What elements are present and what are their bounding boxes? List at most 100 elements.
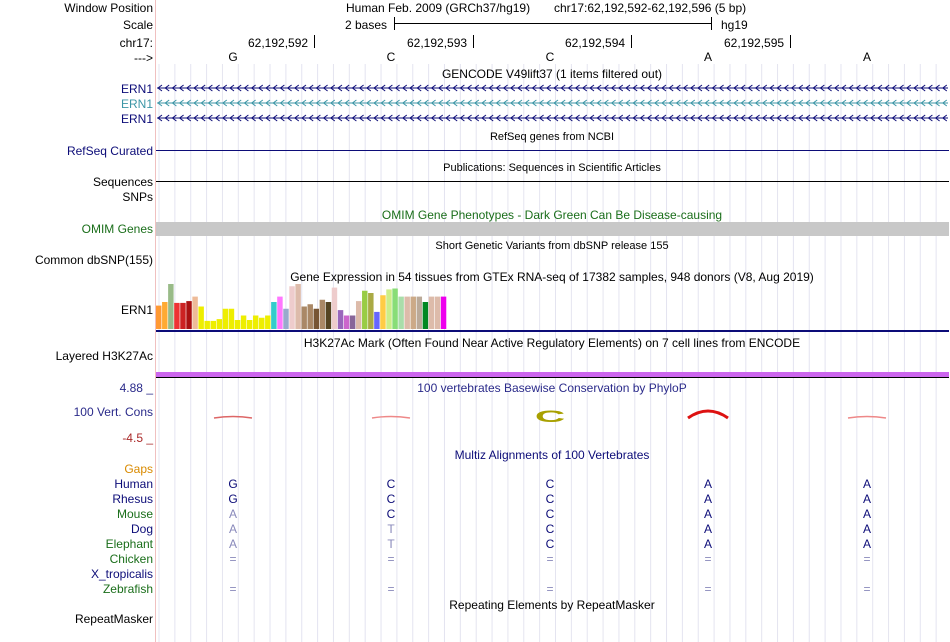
- strand-chevron: [812, 114, 818, 122]
- strand-chevron: [243, 114, 249, 122]
- gtex-tissue-bar: [349, 315, 356, 329]
- omim-label[interactable]: OMIM Genes: [81, 222, 153, 236]
- snps-label[interactable]: SNPs: [122, 190, 153, 204]
- strand-chevron: [416, 99, 422, 107]
- omim-track-title[interactable]: OMIM Gene Phenotypes - Dark Green Can Be…: [381, 208, 723, 222]
- omim-phenotype-bar[interactable]: [156, 222, 949, 236]
- cons-track-title[interactable]: 100 vertebrates Basewise Conservation by…: [417, 381, 687, 395]
- strand-chevron: [473, 99, 480, 107]
- gtex-tissue-bar: [307, 304, 313, 329]
- strand-chevron: [747, 84, 753, 92]
- strand-chevron: [704, 114, 710, 122]
- alignment-base: =: [704, 552, 712, 566]
- strand-chevron: [301, 84, 307, 92]
- strand-chevron: [178, 84, 184, 92]
- position-readout[interactable]: chr17:62,192,592-62,192,596 (5 bp): [554, 1, 747, 15]
- strand-chevron: [855, 114, 861, 122]
- strand-chevron: [401, 114, 408, 122]
- cons-max-label: 4.88 _: [119, 381, 153, 395]
- repeatmasker-track-title[interactable]: Repeating Elements by RepeatMasker: [449, 598, 655, 612]
- gtex-tissue-bar: [240, 315, 247, 329]
- strand-chevron: [826, 84, 832, 92]
- strand-chevron: [409, 99, 415, 107]
- gencode-item-label-2[interactable]: ERN1: [120, 97, 153, 111]
- h3k27ac-track-title[interactable]: H3K27Ac Mark (Often Found Near Active Re…: [303, 336, 801, 350]
- alignment-base: A: [228, 537, 237, 551]
- strand-chevron: [776, 99, 782, 107]
- gtex-tissue-bar: [325, 302, 332, 329]
- gtex-tissue-bar: [392, 288, 398, 329]
- strand-chevron: [754, 84, 760, 92]
- alignment-base: G: [228, 477, 238, 491]
- strand-chevron: [934, 114, 940, 122]
- species-label[interactable]: Chicken: [109, 552, 153, 566]
- strand-chevron: [250, 84, 256, 92]
- strand-chevron: [423, 99, 429, 107]
- gencode-item-label-1[interactable]: ERN1: [120, 82, 153, 96]
- strand-chevron: [524, 114, 530, 122]
- strand-chevron: [207, 99, 213, 107]
- strand-chevron: [358, 99, 364, 107]
- pubs-label[interactable]: Sequences: [92, 175, 153, 189]
- species-label[interactable]: Elephant: [105, 537, 153, 551]
- h3k27ac-label[interactable]: Layered H3K27Ac: [55, 349, 153, 363]
- species-label[interactable]: Zebrafish: [102, 582, 153, 596]
- strand-chevron: [891, 84, 897, 92]
- gtex-track-title[interactable]: Gene Expression in 54 tissues from GTEx …: [290, 270, 814, 284]
- gtex-tissue-bar: [168, 284, 174, 329]
- gtex-tissue-bar: [362, 290, 368, 329]
- strand-chevron: [632, 114, 638, 122]
- refseq-gene-line[interactable]: [156, 150, 949, 151]
- repeatmasker-label[interactable]: RepeatMasker: [74, 612, 153, 626]
- species-label[interactable]: Human: [114, 477, 153, 491]
- gtex-gene-label[interactable]: ERN1: [120, 303, 153, 317]
- strand-chevron: [481, 114, 487, 122]
- cons-min-label: -4.5 _: [122, 431, 153, 445]
- strand-chevron: [718, 99, 724, 107]
- refseq-label[interactable]: RefSeq Curated: [66, 144, 153, 158]
- gencode-item-label-3[interactable]: ERN1: [120, 112, 153, 126]
- strand-chevron: [164, 114, 170, 122]
- strand-chevron: [293, 99, 300, 107]
- dbsnp-label[interactable]: Common dbSNP(155): [34, 253, 153, 267]
- gencode-track-title[interactable]: GENCODE V49lift37 (1 items filtered out): [441, 67, 663, 81]
- refseq-track-title[interactable]: RefSeq genes from NCBI: [489, 131, 615, 143]
- gtex-tissue-bar: [271, 302, 277, 329]
- gtex-tissue-bar: [259, 317, 265, 329]
- species-label[interactable]: X_tropicalis: [90, 567, 153, 581]
- strand-chevron: [416, 114, 422, 122]
- species-label[interactable]: Mouse: [116, 507, 153, 521]
- h3k27ac-signal[interactable]: [156, 372, 949, 378]
- species-label[interactable]: Rhesus: [112, 492, 153, 506]
- strand-chevron: [272, 114, 278, 122]
- strand-chevron: [668, 99, 674, 107]
- strand-chevron: [769, 99, 775, 107]
- pubs-line[interactable]: [156, 181, 949, 182]
- strand-chevron: [920, 99, 926, 107]
- strand-chevron: [517, 84, 523, 92]
- multiz-track-title[interactable]: Multiz Alignments of 100 Vertebrates: [454, 448, 650, 462]
- cons-label[interactable]: 100 Vert. Cons: [73, 405, 153, 419]
- strand-chevron: [560, 84, 566, 92]
- strand-chevron: [171, 114, 177, 122]
- strand-chevron: [581, 84, 588, 92]
- gtex-tissue-bar: [277, 296, 283, 329]
- dbsnp-track-title[interactable]: Short Genetic Variants from dbSNP releas…: [435, 240, 669, 252]
- strand-chevron: [265, 99, 271, 107]
- strand-chevron: [617, 99, 624, 107]
- strand-chevron: [344, 84, 350, 92]
- species-label[interactable]: Dog: [130, 522, 153, 536]
- alignment-base: C: [545, 492, 555, 506]
- strand-chevron: [891, 99, 897, 107]
- coord-tick-1: [314, 35, 315, 48]
- strand-chevron: [610, 84, 616, 92]
- pubs-track-title[interactable]: Publications: Sequences in Scientific Ar…: [443, 162, 661, 174]
- strand-chevron: [286, 99, 292, 107]
- gaps-label[interactable]: Gaps: [124, 462, 153, 476]
- gtex-tissue-bar: [252, 315, 259, 329]
- strand-chevron: [841, 114, 847, 122]
- strand-chevron: [927, 114, 933, 122]
